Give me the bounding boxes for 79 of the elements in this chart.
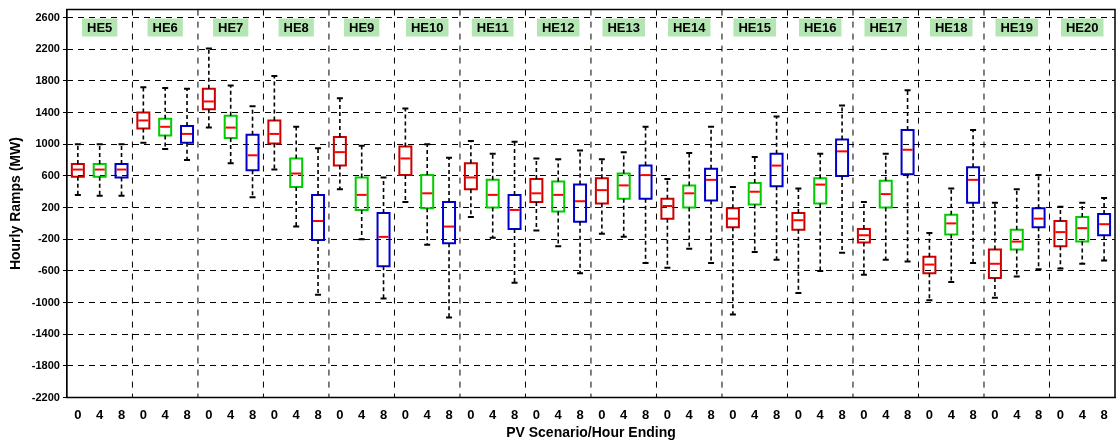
x-tick-label: 8 bbox=[1034, 406, 1043, 422]
y-tick-label: -1000 bbox=[31, 295, 60, 308]
x-tick-label: 8 bbox=[969, 406, 977, 422]
x-tick-label: 4 bbox=[620, 406, 629, 422]
x-tick-label: 0 bbox=[860, 406, 868, 422]
x-tick-label: 8 bbox=[314, 406, 322, 422]
x-tick-label: 8 bbox=[707, 406, 715, 422]
x-tick-label: 0 bbox=[205, 406, 213, 422]
x-tick-label: 8 bbox=[117, 406, 126, 422]
x-tick-label: 8 bbox=[248, 406, 257, 422]
x-tick-label: 4 bbox=[227, 406, 236, 422]
annotation: HE6 bbox=[152, 20, 178, 36]
annotation: HE18 bbox=[934, 20, 968, 36]
x-tick-label: 4 bbox=[161, 406, 170, 422]
annotation: HE11 bbox=[476, 20, 509, 36]
y-tick-label: -1400 bbox=[31, 327, 60, 340]
annotation: HE17 bbox=[869, 20, 902, 36]
x-tick-label: 4 bbox=[1013, 406, 1022, 422]
x-tick-label: 0 bbox=[270, 406, 278, 422]
annotation: HE14 bbox=[672, 20, 707, 36]
y-tick-label: 600 bbox=[41, 168, 60, 181]
annotation: HE20 bbox=[1065, 20, 1099, 36]
annotation: HE13 bbox=[607, 20, 640, 36]
annotation: HE8 bbox=[283, 20, 309, 36]
x-tick-label: 8 bbox=[510, 406, 519, 422]
y-axis-title: Hourly Ramps (MW) bbox=[7, 137, 24, 271]
x-tick-label: 4 bbox=[489, 406, 498, 422]
x-tick-label: 0 bbox=[729, 406, 737, 422]
annotation: HE10 bbox=[410, 20, 444, 36]
y-tick-label: 1400 bbox=[35, 105, 60, 118]
x-tick-label: 4 bbox=[292, 406, 301, 422]
annotation: HE12 bbox=[541, 20, 575, 36]
x-tick-label: 0 bbox=[336, 406, 344, 422]
x-tick-label: 0 bbox=[925, 406, 934, 422]
y-tick-label: -600 bbox=[37, 263, 60, 276]
x-tick-label: 4 bbox=[1078, 406, 1087, 422]
x-tick-label: 0 bbox=[1056, 406, 1065, 422]
x-tick-label: 0 bbox=[401, 406, 409, 422]
y-tick-label: -1800 bbox=[31, 358, 60, 371]
x-tick-label: 0 bbox=[467, 406, 475, 422]
y-tick-label: 2200 bbox=[35, 42, 60, 55]
x-tick-label: 8 bbox=[379, 406, 388, 422]
y-tick-label: 1000 bbox=[35, 137, 60, 150]
x-tick-label: 0 bbox=[139, 406, 147, 422]
annotation: HE15 bbox=[738, 20, 771, 36]
annotation: HE5 bbox=[87, 20, 113, 36]
x-tick-label: 8 bbox=[1100, 406, 1108, 422]
x-tick-label: 4 bbox=[554, 406, 563, 422]
x-tick-label: 0 bbox=[598, 406, 606, 422]
x-tick-label: 4 bbox=[947, 406, 956, 422]
x-tick-label: 0 bbox=[991, 406, 999, 422]
y-tick-label: 200 bbox=[41, 200, 60, 213]
x-tick-label: 8 bbox=[641, 406, 650, 422]
x-tick-label: 8 bbox=[445, 406, 453, 422]
x-tick-label: 8 bbox=[576, 406, 584, 422]
x-tick-label: 8 bbox=[772, 406, 781, 422]
annotation: HE16 bbox=[803, 20, 837, 36]
y-tick-label: 1800 bbox=[35, 73, 60, 86]
x-tick-label: 0 bbox=[532, 406, 540, 422]
annotation: HE19 bbox=[1000, 20, 1034, 36]
x-tick-label: 4 bbox=[751, 406, 760, 422]
y-tick-label: -200 bbox=[37, 232, 60, 245]
annotation: HE7 bbox=[218, 20, 244, 36]
x-tick-label: 8 bbox=[183, 406, 191, 422]
annotation: HE9 bbox=[349, 20, 375, 36]
x-tick-label: 0 bbox=[663, 406, 672, 422]
x-tick-label: 8 bbox=[903, 406, 912, 422]
x-tick-label: 4 bbox=[685, 406, 694, 422]
x-tick-label: 8 bbox=[838, 406, 846, 422]
x-tick-label: 4 bbox=[882, 406, 891, 422]
x-tick-label: 0 bbox=[74, 406, 82, 422]
x-tick-label: 0 bbox=[794, 406, 803, 422]
x-tick-label: 4 bbox=[816, 406, 825, 422]
y-tick-label: 2600 bbox=[35, 10, 60, 23]
x-axis-title: PV Scenario/Hour Ending bbox=[506, 424, 676, 441]
x-tick-label: 4 bbox=[96, 406, 105, 422]
x-tick-label: 4 bbox=[423, 406, 432, 422]
y-tick-label: -2200 bbox=[31, 390, 60, 403]
x-tick-label: 4 bbox=[358, 406, 367, 422]
